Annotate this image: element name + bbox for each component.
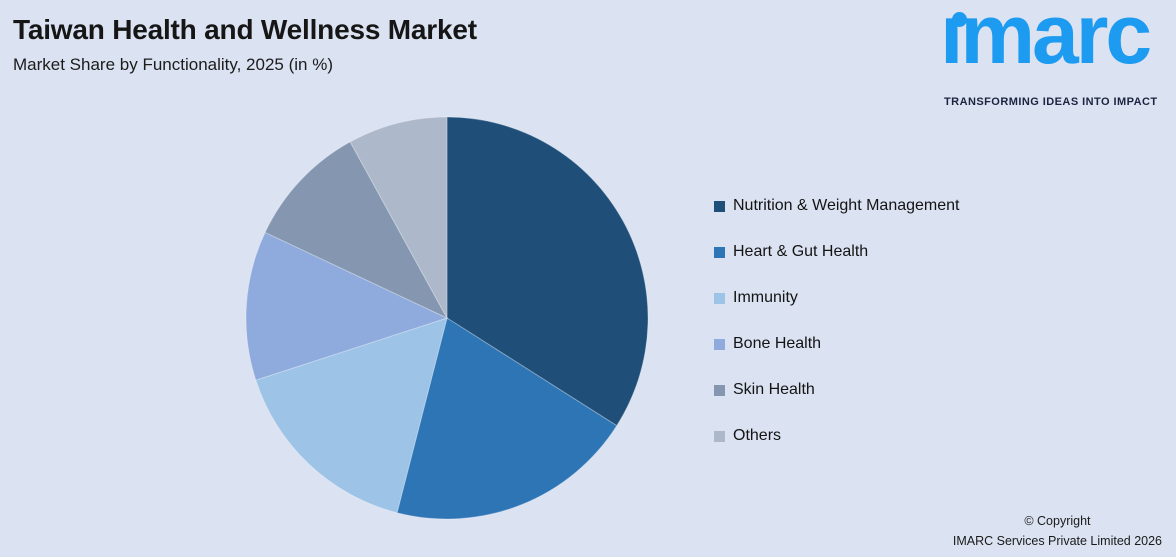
- legend-item-label: Nutrition & Weight Management: [733, 197, 960, 214]
- pie-slice: [349, 116, 448, 319]
- legend-swatch-icon: [714, 200, 725, 212]
- page-title: Taiwan Health and Wellness Market: [13, 14, 477, 45]
- legend-item-label: Heart & Gut Health: [733, 243, 869, 260]
- legend-item-label: Skin Health: [733, 381, 815, 398]
- legend-swatch-icon: [714, 292, 725, 304]
- chart-header: Taiwan Health and Wellness Market Market…: [13, 14, 477, 75]
- legend-item: Heart & Gut Health: [714, 243, 959, 260]
- imarc-logo-dot-icon: [952, 12, 967, 27]
- legend-item-label: Immunity: [733, 289, 798, 306]
- copyright-notice: © Copyright IMARC Services Private Limit…: [953, 512, 1162, 551]
- legend-swatch-icon: [714, 338, 725, 350]
- legend-item: Nutrition & Weight Management: [714, 197, 960, 214]
- pie-slice: [446, 116, 649, 427]
- pie-slice: [264, 141, 449, 320]
- imarc-tagline: TRANSFORMING IDEAS INTO IMPACT: [944, 96, 1158, 108]
- legend-item: Others: [714, 427, 959, 444]
- copyright-line: © Copyright: [1024, 514, 1091, 529]
- pie-slice: [396, 317, 618, 520]
- legend-item: Skin Health: [714, 381, 959, 398]
- legend-item-label: Bone Health: [733, 335, 822, 352]
- pie-slice: [245, 231, 449, 381]
- pie-slice: [255, 317, 448, 514]
- imarc-logo: ımarc TRANSFORMING IDEAS INTO IMPACT: [930, 0, 1170, 108]
- chart-legend: Nutrition & Weight Management Heart & Gut…: [714, 197, 960, 474]
- legend-item-label: Others: [733, 427, 782, 444]
- page-subtitle: Market Share by Functionality, 2025 (in …: [13, 55, 333, 74]
- legend-swatch-icon: [714, 246, 725, 258]
- legend-item: Immunity: [714, 289, 959, 306]
- legend-swatch-icon: [714, 430, 725, 442]
- copyright-line: IMARC Services Private Limited 2026: [952, 533, 1162, 548]
- imarc-wordmark: ımarc: [940, 0, 1152, 81]
- legend-item: Bone Health: [714, 335, 959, 352]
- pie-chart: [245, 116, 649, 520]
- legend-swatch-icon: [714, 384, 725, 396]
